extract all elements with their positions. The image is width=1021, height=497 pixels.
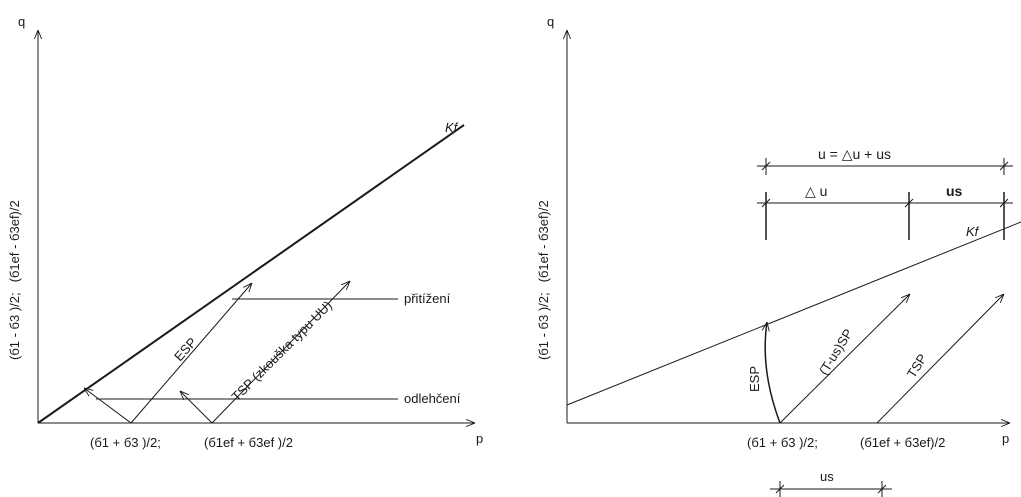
left-unloading-label: odlehčení	[404, 391, 461, 406]
right-kf-line	[566, 221, 1021, 406]
right-u-slash-right	[999, 161, 1009, 171]
right-kf-label: Kf	[966, 224, 980, 239]
left-esp-path	[130, 283, 252, 424]
right-u-total-label: u = △u + us	[818, 146, 891, 162]
left-q-label: q	[18, 14, 25, 29]
right-us-label: us	[946, 183, 963, 199]
left-unload-esp	[84, 388, 132, 424]
right-q-label: q	[547, 14, 554, 29]
right-delta-u-label: △ u	[805, 183, 827, 199]
left-loading-label: přitížení	[404, 291, 451, 306]
left-p-label: p	[476, 431, 483, 446]
right-us-bottom-label: us	[820, 469, 834, 484]
right-p-eff: (б1ef + б3ef)/2	[860, 435, 945, 450]
left-unload-tsp	[180, 391, 213, 424]
right-esp-label: ESP	[747, 366, 762, 392]
left-ylabel: (б1 - б3 )/2;(б1ef - б3ef)/2	[7, 200, 22, 360]
left-panel: q p Kf ESP TSP (zkouška typu UU) přitíže…	[7, 14, 483, 450]
right-panel: q p Kf ESP (T-us)SP TSP u = △u + us △ u …	[536, 14, 1021, 497]
right-tusp-label: (T-us)SP	[816, 326, 856, 377]
right-tsp-path	[876, 294, 1004, 424]
left-p-total: (б1 + б3 )/2;	[90, 435, 161, 450]
left-kf-line	[37, 124, 465, 424]
right-tsp-label: TSP	[904, 351, 930, 380]
right-du-slash-mid	[904, 198, 914, 208]
right-u-slash-left	[761, 161, 771, 171]
left-p-eff: (б1ef + б3ef )/2	[204, 435, 293, 450]
right-p-total: (б1 + б3 )/2;	[747, 435, 818, 450]
right-ylabel: (б1 - б3 )/2;(б1ef - б3ef)/2	[536, 200, 551, 360]
right-us-bottom-slash-left	[775, 484, 785, 494]
right-esp-path	[765, 322, 781, 424]
left-tsp-label: TSP (zkouška typu UU)	[229, 298, 335, 404]
left-esp-label: ESP	[171, 335, 200, 364]
right-du-slash-left	[761, 198, 771, 208]
right-us-bottom-slash-right	[877, 484, 887, 494]
right-p-label: p	[1002, 431, 1009, 446]
right-du-slash-right	[999, 198, 1009, 208]
left-kf-label: Kf	[445, 120, 459, 135]
right-tusp-path	[779, 294, 910, 424]
